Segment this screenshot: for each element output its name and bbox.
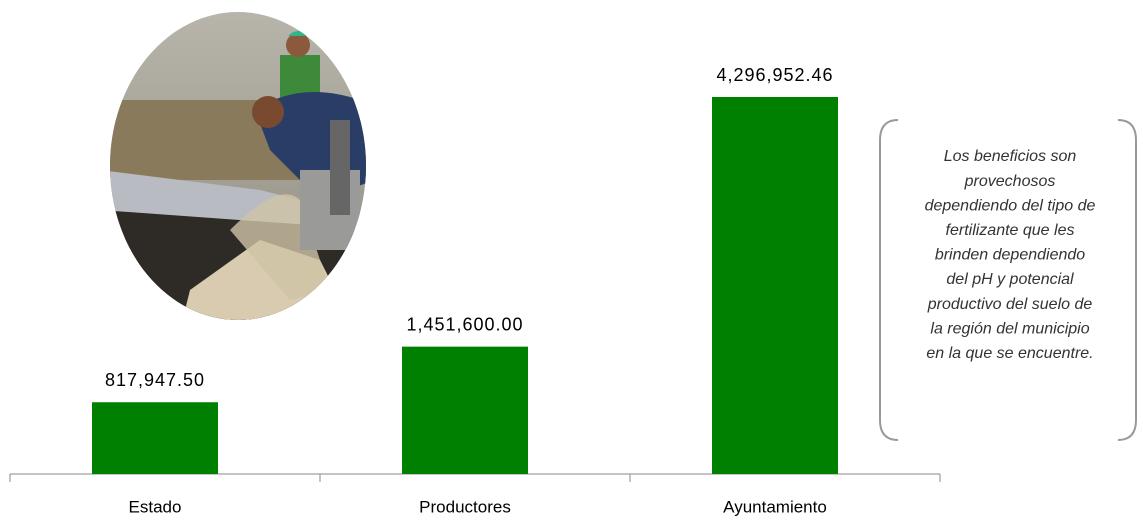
note-line: Los beneficios son xyxy=(944,148,1077,165)
x-tick-label: Estado xyxy=(129,497,182,516)
photo xyxy=(110,12,366,320)
note-line: del pH y potencial xyxy=(946,271,1074,288)
bracket-right xyxy=(1117,119,1137,441)
note-line: brinden dependiendo xyxy=(935,247,1085,264)
bracket-left xyxy=(879,119,899,441)
note-line: productivo del suelo de xyxy=(927,296,1093,313)
x-tick-label: Ayuntamiento xyxy=(723,497,827,516)
note-line: dependiendo del tipo de xyxy=(925,197,1096,214)
value-label: 817,947.50 xyxy=(105,370,205,390)
note-line: provechosos xyxy=(964,173,1056,190)
note-line: en la que se encuentre. xyxy=(926,345,1093,362)
x-tick-label: Productores xyxy=(419,497,511,516)
bar xyxy=(402,346,528,474)
bar xyxy=(712,97,838,474)
note-line: fertilizante que les xyxy=(946,222,1075,239)
value-label: 1,451,600.00 xyxy=(406,314,523,334)
note-line: la región del municipio xyxy=(930,320,1089,337)
bar xyxy=(92,402,218,474)
value-label: 4,296,952.46 xyxy=(716,65,833,85)
